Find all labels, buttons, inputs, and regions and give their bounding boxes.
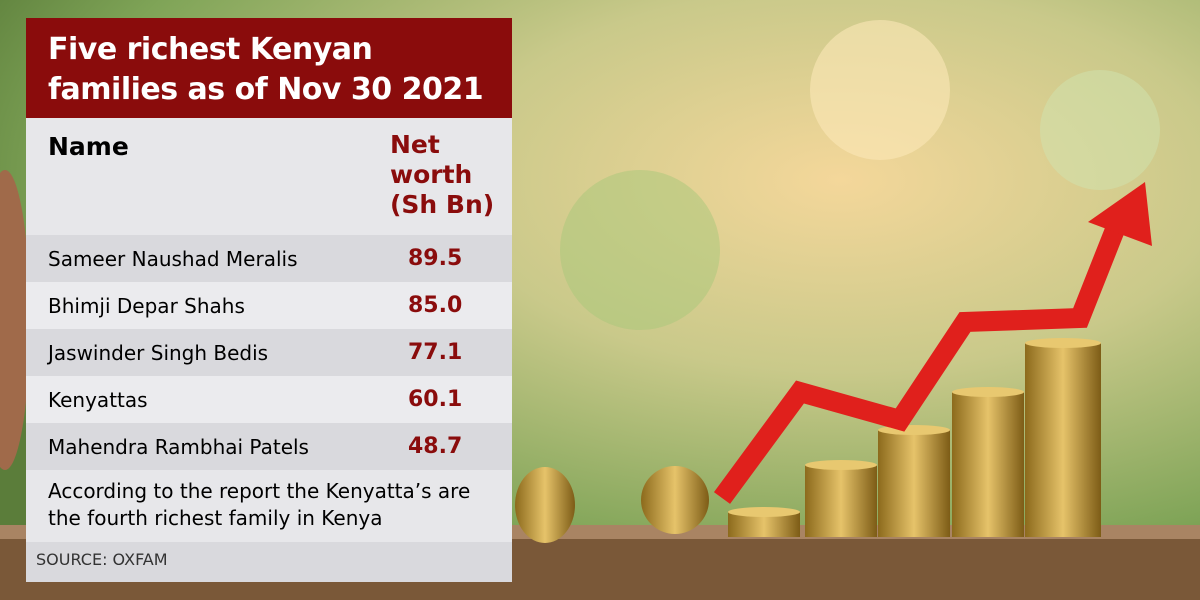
name-cell: Kenyattas: [48, 387, 148, 412]
table-row: Sameer Naushad Meralis 89.5: [26, 235, 512, 282]
title: Five richest Kenyan families as of Nov 3…: [26, 18, 512, 118]
name-cell: Jaswinder Singh Bedis: [48, 340, 269, 365]
value-cell: 60.1: [408, 387, 463, 412]
value-cell: 48.7: [408, 434, 463, 459]
value-cell: 89.5: [408, 246, 463, 271]
header-cell: Net worth (Sh Bn): [390, 130, 495, 219]
table-header: Name Net worth (Sh Bn): [26, 118, 512, 235]
header-cell: Name: [48, 132, 129, 161]
table-card: Five richest Kenyan families as of Nov 3…: [26, 18, 512, 582]
name-cell: Sameer Naushad Meralis: [48, 246, 298, 271]
value-cell: 85.0: [408, 293, 463, 318]
table-row: Jaswinder Singh Bedis 77.1: [26, 329, 512, 376]
note: According to the report the Kenyatta’s a…: [26, 470, 512, 542]
table-body: Sameer Naushad Meralis 89.5 Bhimji Depar S…: [26, 235, 512, 470]
value-cell: 77.1: [408, 340, 463, 365]
table-row: Bhimji Depar Shahs 85.0: [26, 282, 512, 329]
name-cell: Bhimji Depar Shahs: [48, 293, 245, 318]
coin-stacks: [728, 338, 1101, 537]
table-row: Mahendra Rambhai Patels 48.7: [26, 423, 512, 470]
source: SOURCE: OXFAM: [26, 542, 512, 582]
name-cell: Mahendra Rambhai Patels: [48, 434, 309, 459]
table-row: Kenyattas 60.1: [26, 376, 512, 423]
trend-arrow: [713, 182, 1152, 504]
